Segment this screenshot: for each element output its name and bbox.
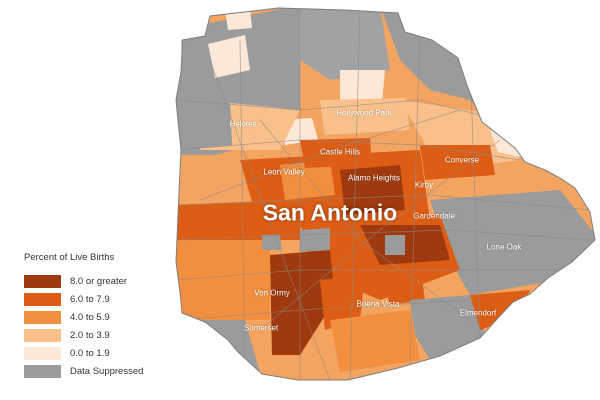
place-label-converse: Converse — [444, 155, 480, 165]
place-label-hollywood-park: Hollywood Park — [336, 108, 392, 118]
tract-central-2 — [176, 200, 300, 240]
legend-item: 6.0 to 7.9 — [24, 290, 194, 308]
place-label-kirby: Kirby — [414, 180, 434, 190]
tract-light-north-2 — [340, 70, 385, 105]
tract-southwest — [176, 240, 270, 320]
tract-elmendorf — [470, 290, 530, 330]
tract-central-3 — [340, 165, 405, 215]
place-label-leon-valley: Leon Valley — [263, 167, 305, 177]
tract-east-suppressed — [430, 190, 595, 295]
legend-swatch — [24, 292, 61, 306]
tract-hollywood-park — [320, 98, 410, 135]
legend-swatch — [24, 310, 61, 324]
legend-item: Data Suppressed — [24, 362, 194, 380]
legend-swatch — [24, 364, 61, 378]
city-label: San Antonio — [262, 199, 398, 226]
place-label-somerset: Somerset — [243, 323, 279, 333]
legend-label: 6.0 to 7.9 — [70, 293, 110, 305]
legend-swatch — [24, 346, 61, 360]
legend-item: 0.0 to 1.9 — [24, 344, 194, 362]
tract-north-center — [300, 8, 390, 80]
tract-castle-hills — [300, 138, 372, 168]
tract-south-dark-2 — [270, 250, 335, 355]
legend-label: 2.0 to 3.9 — [70, 329, 110, 341]
tract-leon-valley-grey — [262, 235, 282, 250]
place-label-elmendorf: Elmendorf — [459, 308, 497, 318]
tract-south-medium — [330, 310, 420, 372]
county-outline — [175, 7, 596, 381]
tract-central-4 — [280, 160, 335, 200]
legend-swatch — [24, 274, 61, 288]
legend-item: 8.0 or greater — [24, 272, 194, 290]
place-label-von-ormy: Von Ormy — [254, 288, 290, 298]
place-label-castle-hills: Castle Hills — [319, 147, 361, 157]
legend-item: 4.0 to 5.9 — [24, 308, 194, 326]
tract-center-grey-1 — [300, 228, 330, 252]
legend-swatch — [24, 328, 61, 342]
tract-south-dark-4 — [380, 265, 425, 305]
map-legend: Percent of Live Births 8.0 or greater 6.… — [24, 252, 194, 380]
legend-label: 8.0 or greater — [70, 275, 128, 287]
tract-south-dark-3 — [320, 275, 365, 330]
tract-helotes-west — [176, 100, 232, 150]
tract-light-north-1 — [208, 35, 250, 78]
legend-label: 0.0 to 1.9 — [70, 347, 110, 359]
place-label-helotes: Helotes — [229, 119, 257, 129]
place-label-alamo-heights: Alamo Heights — [347, 173, 401, 183]
place-label-gardendale: Gardendale — [413, 211, 455, 221]
tract-center-grey-2 — [385, 235, 405, 255]
legend-label: Data Suppressed — [70, 365, 144, 377]
place-label-buena-vista: Buena Vista — [356, 299, 400, 309]
place-label-lone-oak: Lone Oak — [486, 242, 522, 252]
legend-item: 2.0 to 3.9 — [24, 326, 194, 344]
legend-label: 4.0 to 5.9 — [70, 311, 110, 323]
legend-title: Percent of Live Births — [24, 252, 115, 263]
